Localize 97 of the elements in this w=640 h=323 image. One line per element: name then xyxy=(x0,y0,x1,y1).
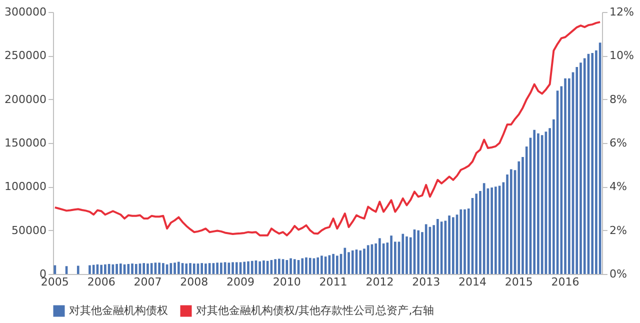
bar xyxy=(316,257,319,274)
bar xyxy=(490,188,493,274)
bar xyxy=(348,252,350,274)
bar xyxy=(290,258,292,274)
bar xyxy=(378,238,381,274)
line-series xyxy=(54,21,602,236)
bar xyxy=(533,130,536,274)
bar xyxy=(510,169,512,274)
bar xyxy=(200,263,204,274)
x-tick-label: 2008 xyxy=(180,276,208,288)
bar xyxy=(366,245,370,274)
x-tick-label: 2005 xyxy=(40,276,69,288)
bar xyxy=(336,256,338,274)
bar xyxy=(162,263,164,274)
bar xyxy=(494,186,497,274)
bar xyxy=(351,250,354,274)
bar xyxy=(185,264,188,274)
bar xyxy=(247,261,250,274)
bar xyxy=(232,262,234,274)
bar xyxy=(120,264,122,274)
bar xyxy=(146,264,149,274)
y2-tick-label: 2% xyxy=(610,224,627,237)
bar xyxy=(174,262,176,274)
bar xyxy=(100,264,102,274)
y-tick-label: 300000 xyxy=(4,6,46,18)
legend-label: 对其他金融机构债权/其他存款性公司总资产,右轴 xyxy=(196,304,434,317)
y2-tick-label: 4% xyxy=(610,180,627,194)
bar xyxy=(142,263,146,274)
bar xyxy=(220,262,222,274)
bar xyxy=(452,217,454,274)
y2-tick-label: 8% xyxy=(610,92,627,106)
bar xyxy=(475,194,478,274)
bar xyxy=(262,260,265,274)
y-tick-label: 200000 xyxy=(4,92,46,106)
bar xyxy=(92,264,95,274)
bar xyxy=(591,53,594,274)
bar xyxy=(189,263,192,274)
bar xyxy=(564,78,566,274)
bar xyxy=(448,215,450,274)
bar xyxy=(402,234,404,274)
bar xyxy=(177,262,180,274)
bar xyxy=(258,261,261,274)
bar xyxy=(583,58,586,274)
bar xyxy=(390,236,392,274)
bar xyxy=(286,260,288,274)
bar xyxy=(104,264,106,274)
y2-tick-label: 6% xyxy=(610,136,627,150)
y-tick-label: 50000 xyxy=(12,224,46,237)
bar xyxy=(76,266,80,274)
bar xyxy=(134,264,138,274)
x-tick-label: 2006 xyxy=(87,276,116,288)
bar xyxy=(518,161,520,274)
x-tick-label: 2011 xyxy=(319,276,348,288)
bar xyxy=(359,250,362,274)
y-tick-label: 150000 xyxy=(4,136,46,150)
bar xyxy=(305,257,308,274)
y2-tick-label: 12% xyxy=(610,6,634,18)
bar xyxy=(131,264,134,274)
y-tick-label: 100000 xyxy=(4,180,46,194)
y-tick-label: 250000 xyxy=(4,49,46,62)
bar xyxy=(88,265,91,274)
x-tick-label: 2013 xyxy=(412,276,440,288)
bar xyxy=(537,133,540,274)
bar xyxy=(235,262,238,274)
bar xyxy=(460,209,462,274)
bar xyxy=(250,260,254,274)
bar xyxy=(243,262,246,274)
x-tick-label: 2010 xyxy=(272,276,301,288)
bar xyxy=(344,248,346,274)
x-tick-label: 2015 xyxy=(504,276,533,288)
bar xyxy=(274,259,276,274)
bar xyxy=(320,256,323,274)
bar xyxy=(406,236,408,274)
bar xyxy=(293,259,296,274)
x-tick-label: 2014 xyxy=(458,276,486,288)
x-tick-label: 2012 xyxy=(366,276,394,288)
bar xyxy=(204,264,207,274)
bar xyxy=(332,254,334,274)
bar xyxy=(158,262,160,274)
x-tick-label: 2016 xyxy=(551,276,580,288)
bar xyxy=(216,262,218,274)
x-tick-label: 2007 xyxy=(134,276,162,288)
bar xyxy=(580,62,582,274)
bar xyxy=(363,248,366,274)
x-tick-label: 2009 xyxy=(226,276,255,288)
bar xyxy=(278,258,280,274)
bar xyxy=(308,258,312,274)
bar xyxy=(116,264,118,274)
bar xyxy=(464,209,466,274)
legend-label: 对其他金融机构债权 xyxy=(69,304,168,317)
bar xyxy=(417,230,420,274)
bar xyxy=(436,218,439,274)
y2-tick-label: 0% xyxy=(610,268,627,280)
y2-tick-label: 10% xyxy=(610,49,634,62)
bar xyxy=(301,258,304,274)
bar xyxy=(127,264,130,274)
bar xyxy=(192,264,196,274)
